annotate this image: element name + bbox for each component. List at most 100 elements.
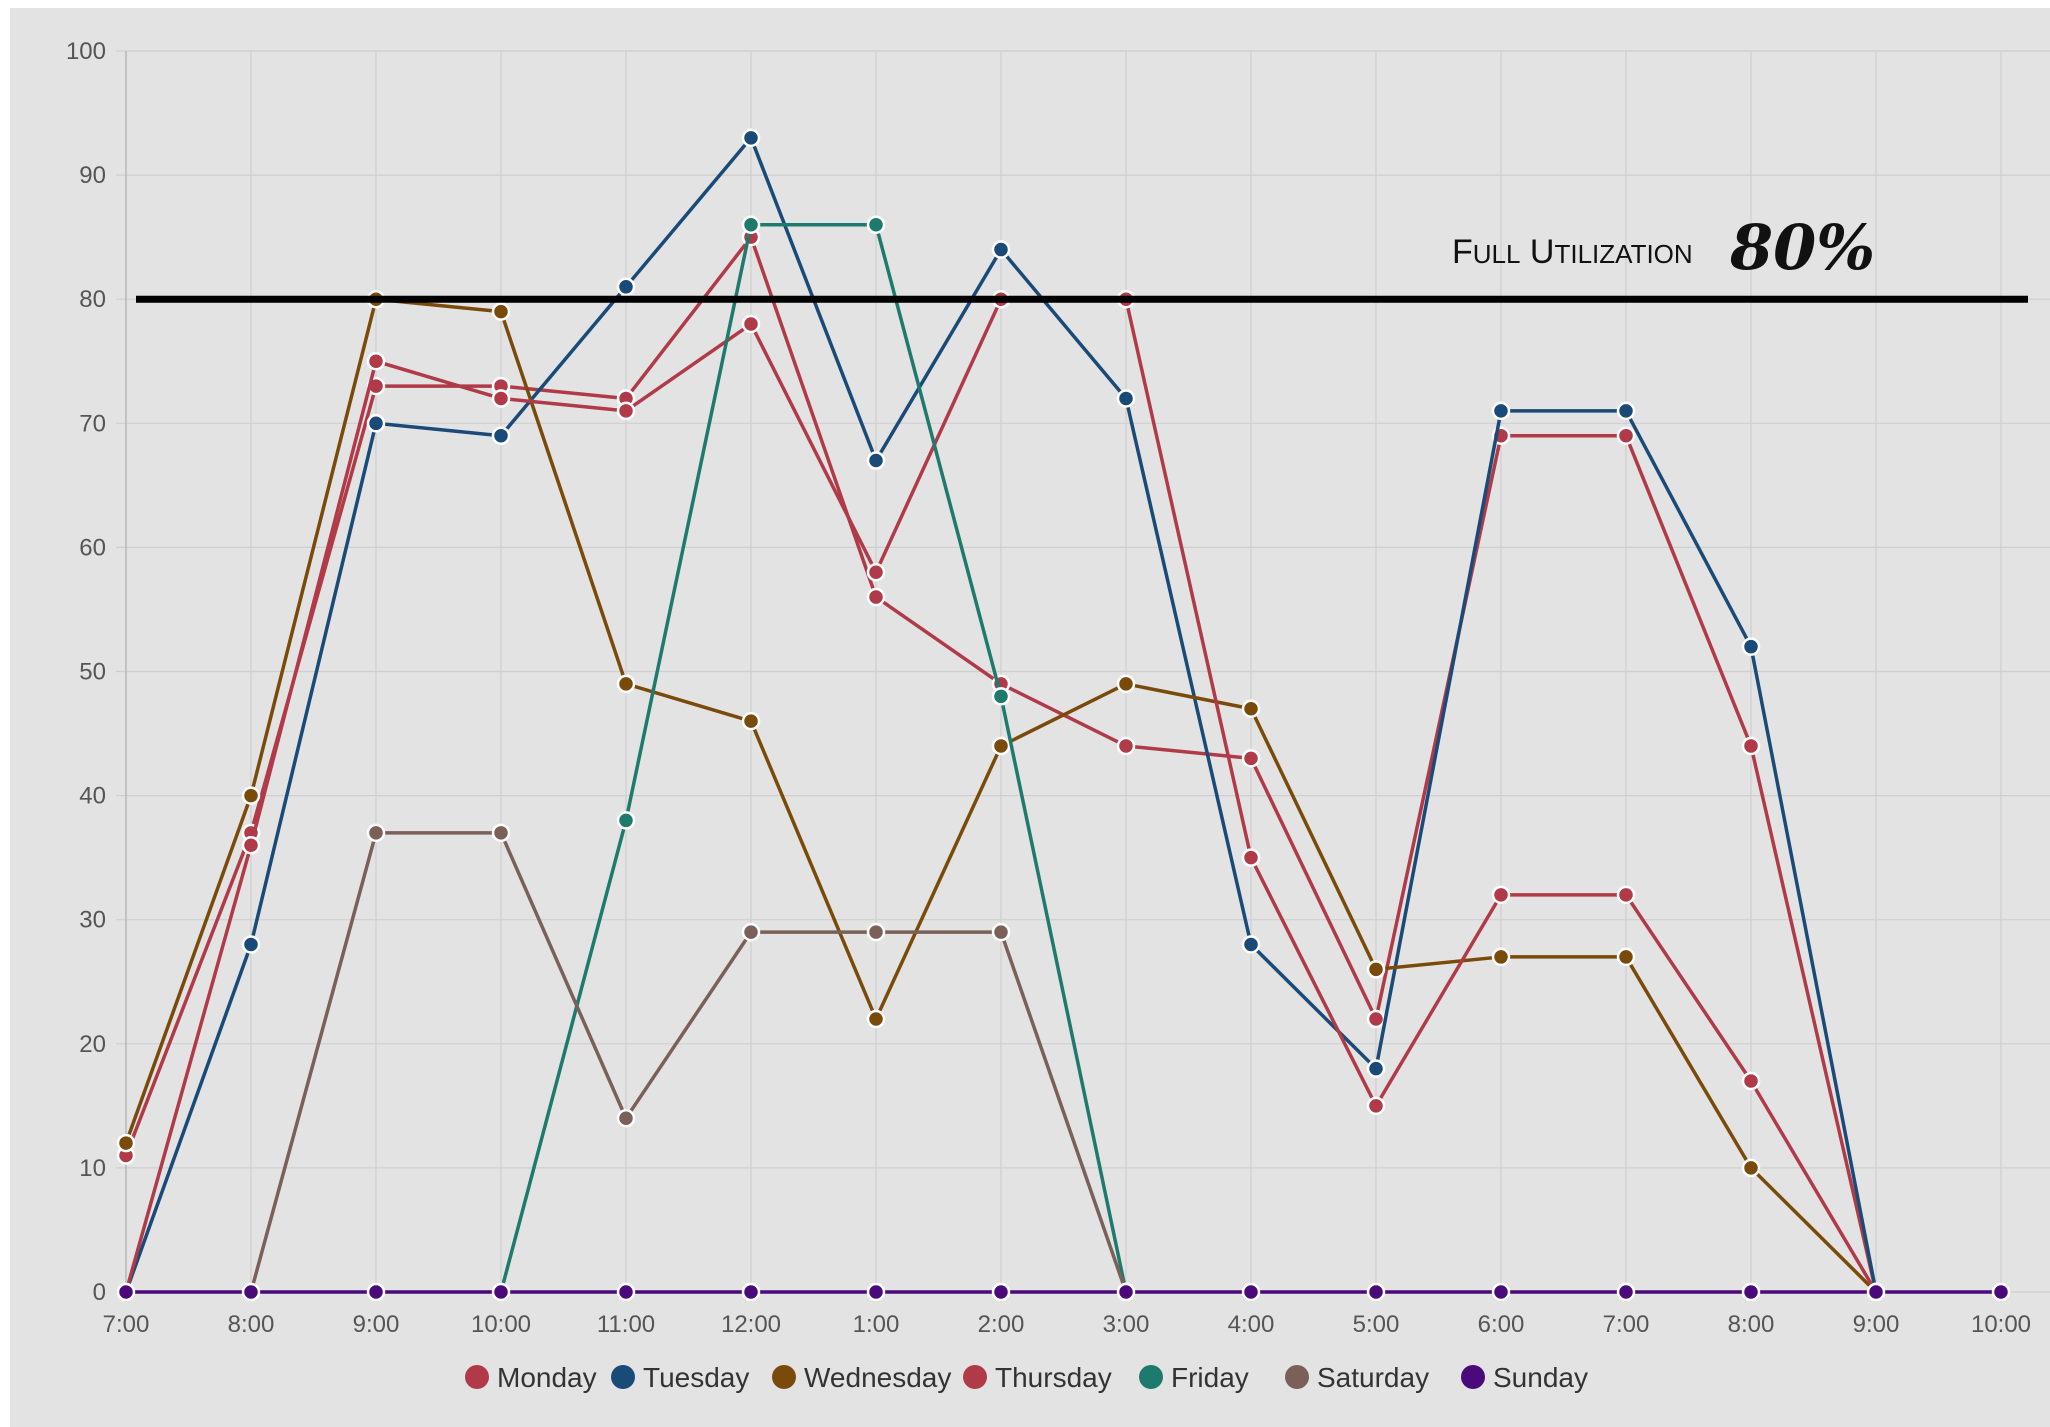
data-point-monday <box>1616 426 1636 445</box>
y-tick-label: 80 <box>79 286 106 313</box>
data-point-wednesday <box>1741 1158 1761 1178</box>
data-point-wednesday <box>1241 699 1261 718</box>
legend-swatch-monday <box>465 1365 489 1389</box>
legend-label-thursday: Thursday <box>995 1362 1112 1393</box>
data-point-saturday <box>866 922 886 942</box>
y-tick-label: 90 <box>79 162 106 189</box>
data-point-saturday <box>366 823 386 843</box>
series-wednesday <box>116 289 1886 1302</box>
data-point-sunday <box>116 1282 136 1302</box>
data-point-wednesday <box>1616 947 1636 967</box>
x-tick-label: 7:00 <box>1603 1311 1650 1338</box>
x-tick-label: 1:00 <box>853 1311 900 1338</box>
data-point-sunday <box>241 1282 261 1302</box>
legend-item-monday: Monday <box>465 1362 597 1393</box>
data-point-tuesday <box>616 277 636 297</box>
data-point-tuesday <box>241 935 261 954</box>
data-point-monday <box>866 587 886 607</box>
legend-label-saturday: Saturday <box>1317 1362 1429 1393</box>
full-utilization-reference: FULL UTILIZATION 80% <box>136 211 2028 303</box>
data-point-sunday <box>1116 1282 1136 1302</box>
data-point-tuesday <box>366 414 386 433</box>
y-tick-label: 60 <box>79 534 106 561</box>
y-tick-label: 0 <box>93 1279 106 1306</box>
data-point-sunday <box>1741 1282 1761 1302</box>
data-point-sunday <box>741 1282 761 1302</box>
series-friday <box>491 215 1136 1302</box>
data-point-sunday <box>1991 1282 2011 1302</box>
full-utilization-value: 80% <box>1729 211 1875 284</box>
data-point-thursday <box>1741 1071 1761 1091</box>
y-tick-label: 50 <box>79 659 106 686</box>
y-tick-label: 70 <box>79 410 106 437</box>
data-point-saturday <box>616 1109 636 1128</box>
series-line-friday <box>499 222 1128 1294</box>
data-point-wednesday <box>991 736 1011 756</box>
data-point-thursday <box>1616 885 1636 905</box>
data-point-tuesday <box>1366 1059 1386 1078</box>
data-point-tuesday <box>1616 401 1636 421</box>
data-point-sunday <box>1616 1282 1636 1302</box>
chart-series <box>116 128 2011 1302</box>
data-point-thursday <box>1491 885 1511 905</box>
x-tick-label: 10:00 <box>471 1311 531 1338</box>
legend-item-wednesday: Wednesday <box>772 1362 951 1393</box>
chart-svg: 0 10 20 30 40 50 60 70 80 90 100 7:00 8:00 9:00 10:00 1… <box>66 38 2050 1393</box>
data-point-saturday <box>991 922 1011 942</box>
data-point-saturday <box>491 823 511 843</box>
data-point-tuesday <box>991 240 1011 259</box>
data-point-thursday <box>741 314 761 334</box>
y-tick-label: 20 <box>79 1031 106 1058</box>
full-utilization-label: FULL UTILIZATION <box>1452 233 1693 271</box>
data-point-wednesday <box>116 1133 136 1153</box>
y-tick-label: 30 <box>79 907 106 934</box>
legend-swatch-wednesday <box>772 1365 796 1389</box>
data-point-thursday <box>866 562 886 582</box>
x-tick-label: 5:00 <box>1353 1311 1400 1338</box>
y-tick-label: 10 <box>79 1155 106 1182</box>
data-point-wednesday <box>1116 674 1136 694</box>
data-point-wednesday <box>241 786 261 805</box>
data-point-friday <box>866 215 886 234</box>
legend-label-sunday: Sunday <box>1493 1362 1588 1393</box>
data-point-friday <box>741 215 761 234</box>
legend-label-wednesday: Wednesday <box>804 1362 951 1393</box>
x-tick-label: 3:00 <box>1103 1311 1150 1338</box>
data-point-wednesday <box>491 302 511 321</box>
legend-swatch-saturday <box>1285 1365 1309 1389</box>
legend-label-monday: Monday <box>497 1362 597 1393</box>
x-tick-label: 9:00 <box>353 1311 400 1338</box>
data-point-sunday <box>1866 1282 1886 1302</box>
legend-swatch-thursday <box>963 1365 987 1389</box>
data-point-friday <box>991 687 1011 706</box>
x-tick-label: 7:00 <box>103 1311 150 1338</box>
data-point-monday <box>1241 749 1261 768</box>
data-point-thursday <box>366 352 386 371</box>
data-point-sunday <box>1366 1282 1386 1302</box>
data-point-wednesday <box>1366 960 1386 979</box>
data-point-monday <box>1366 1009 1386 1029</box>
data-point-thursday <box>491 389 511 408</box>
legend-item-sunday: Sunday <box>1461 1362 1588 1393</box>
data-point-thursday <box>616 401 636 421</box>
data-point-thursday <box>1366 1096 1386 1116</box>
legend-swatch-friday <box>1139 1365 1163 1389</box>
data-point-tuesday <box>741 128 761 148</box>
chart-axes: 0 10 20 30 40 50 60 70 80 90 100 7:00 8:00 9:00 10:00 1… <box>66 38 2031 1338</box>
utilization-chart: 0 10 20 30 40 50 60 70 80 90 100 7:00 8:00 9:00 10:00 1… <box>10 8 2050 1427</box>
x-tick-label: 4:00 <box>1228 1311 1275 1338</box>
x-tick-label: 12:00 <box>721 1311 781 1338</box>
data-point-tuesday <box>866 451 886 470</box>
data-point-sunday <box>991 1282 1011 1302</box>
data-point-sunday <box>616 1282 636 1302</box>
data-point-wednesday <box>616 674 636 694</box>
data-point-tuesday <box>1491 401 1511 421</box>
x-tick-label: 2:00 <box>978 1311 1025 1338</box>
data-point-wednesday <box>866 1009 886 1029</box>
legend-item-tuesday: Tuesday <box>611 1362 749 1393</box>
data-point-sunday <box>1491 1282 1511 1302</box>
series-line-saturday <box>249 831 1128 1294</box>
data-point-tuesday <box>1116 389 1136 408</box>
data-point-friday <box>616 811 636 830</box>
data-point-saturday <box>741 922 761 942</box>
